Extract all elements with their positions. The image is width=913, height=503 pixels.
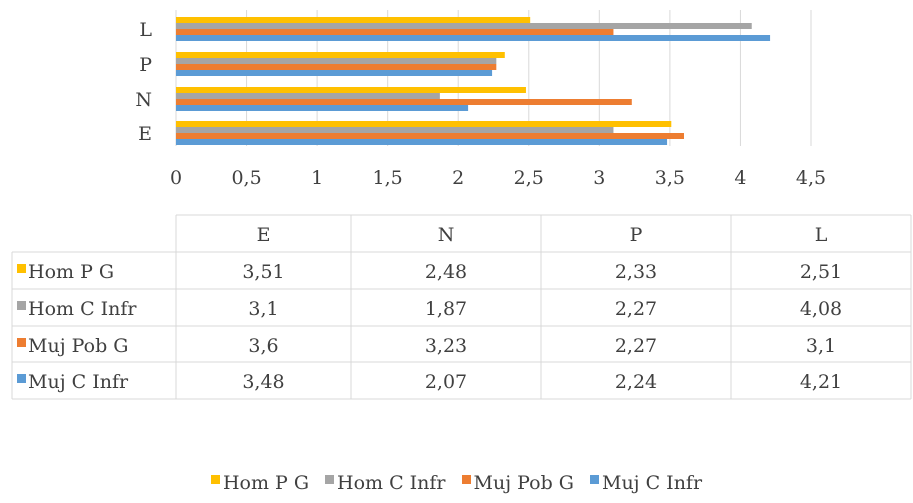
table-cell: 3,1: [806, 335, 836, 357]
table-cell: 2,33: [615, 261, 657, 283]
data-table: E N P L Hom P G 3,51 2,48 2,33 2,51 Hom C Infr 3,1…: [11, 214, 912, 400]
bar: [176, 17, 531, 23]
legend-label: Hom C Infr: [337, 472, 446, 494]
table-header: L: [815, 224, 828, 246]
x-tick-label: 1: [311, 167, 323, 189]
bar: [176, 139, 668, 145]
table-header: N: [438, 224, 455, 246]
x-tick-label: 3: [593, 167, 605, 189]
bars: [176, 17, 771, 145]
x-tick-label: 3,5: [655, 167, 685, 189]
table-row-label: Muj Pob G: [28, 335, 128, 357]
bar: [176, 70, 493, 76]
x-tick-label: 0,5: [231, 167, 261, 189]
x-tick-labels: 0 0,5 1 1,5 2 2,5 3 3,5 4 4,5: [170, 167, 826, 189]
category-label: N: [135, 89, 152, 111]
legend-item: Muj C Infr: [589, 472, 703, 494]
table-cell: 3,48: [242, 371, 284, 393]
x-tick-label: 4,5: [796, 167, 826, 189]
bar: [176, 58, 497, 64]
legend-item: Hom C Infr: [325, 472, 446, 494]
table-cell: 3,6: [248, 335, 278, 357]
table-header: P: [630, 224, 643, 246]
table-cell: 2,07: [425, 371, 467, 393]
table-row-label: Muj C Infr: [28, 371, 129, 393]
category-label: E: [138, 123, 152, 145]
legend-swatch: [210, 475, 220, 484]
bar: [176, 29, 614, 35]
table-cell: 3,1: [248, 298, 278, 320]
legend-item: Hom P G: [210, 472, 310, 494]
legend-label: Hom P G: [222, 472, 310, 494]
bar: [176, 93, 440, 99]
legend: Hom P G Hom C Infr Muj Pob G Muj C Infr: [0, 472, 913, 494]
category-label: L: [139, 19, 152, 41]
bar: [176, 127, 614, 133]
table-cell: 2,48: [425, 261, 467, 283]
x-tick-label: 4: [734, 167, 746, 189]
category-label: P: [139, 54, 152, 76]
legend-item: Muj Pob G: [461, 472, 574, 494]
table-legend-swatch: [17, 338, 26, 347]
bar: [176, 87, 526, 93]
table-legend-swatch: [17, 374, 26, 383]
table-cell: 2,24: [615, 371, 657, 393]
bar: [176, 99, 632, 105]
table-cell: 4,21: [800, 371, 842, 393]
bar: [176, 121, 672, 127]
table-legend-swatch: [17, 301, 26, 310]
legend-label: Muj Pob G: [473, 472, 574, 494]
x-tick-label: 2,5: [514, 167, 544, 189]
table-header: E: [257, 224, 271, 246]
legend-swatch: [461, 475, 471, 484]
bar: [176, 52, 505, 58]
table-legend-swatch: [17, 264, 26, 273]
x-tick-label: 0: [170, 167, 182, 189]
table-cell: 3,51: [242, 261, 284, 283]
legend-swatch: [589, 475, 599, 484]
legend-swatch: [325, 475, 335, 484]
table-cell: 4,08: [800, 298, 842, 320]
table-row-label: Hom P G: [28, 261, 114, 283]
table-cell: 2,27: [615, 335, 657, 357]
bar: [176, 105, 469, 111]
bar: [176, 23, 752, 29]
bar: [176, 64, 497, 70]
legend-label: Muj C Infr: [601, 472, 703, 494]
x-tick-label: 2: [452, 167, 464, 189]
table-cell: 2,51: [800, 261, 842, 283]
x-tick-label: 1,5: [373, 167, 403, 189]
table-cell: 2,27: [615, 298, 657, 320]
table-cell: 3,23: [425, 335, 467, 357]
table-cell: 1,87: [425, 298, 467, 320]
bar: [176, 35, 771, 41]
bar: [176, 133, 684, 139]
table-row-label: Hom C Infr: [28, 298, 137, 320]
